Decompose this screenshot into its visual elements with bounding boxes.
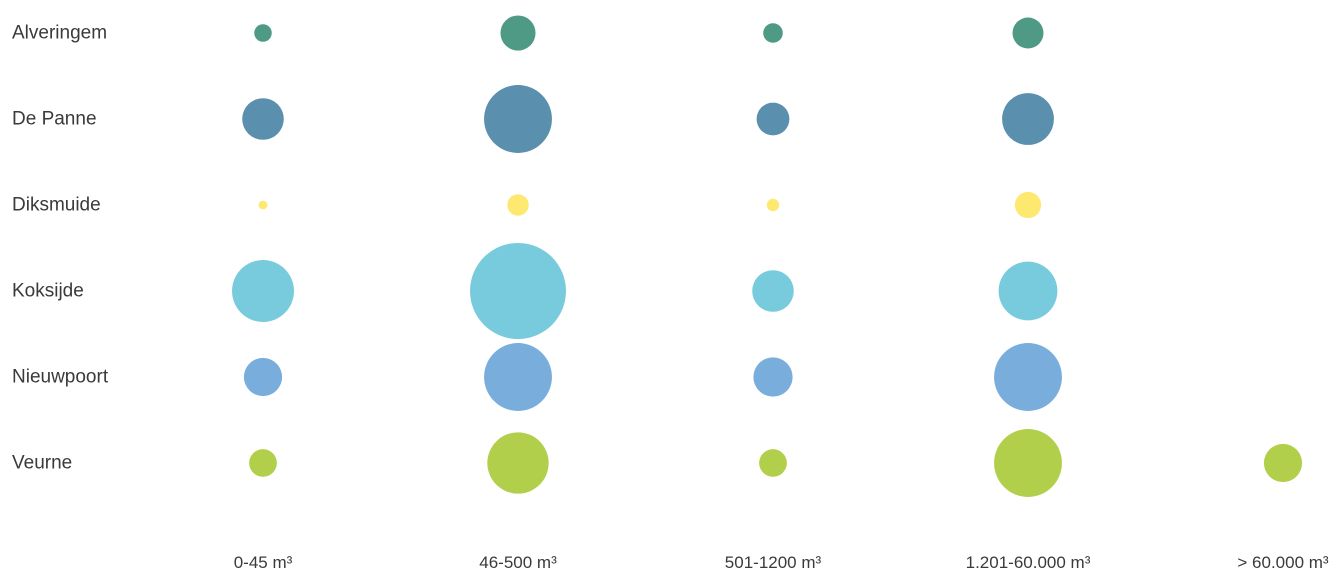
column-label-3: 1.201-60.000 m³ xyxy=(966,553,1091,572)
bubble-koksijde-3[interactable] xyxy=(998,261,1058,321)
row-label-veurne: Veurne xyxy=(12,453,72,474)
bubble-alveringem-3[interactable] xyxy=(1012,17,1044,49)
bubble-diksmuide-0[interactable] xyxy=(258,200,268,210)
bubble-nieuwpoort-1[interactable] xyxy=(484,343,552,411)
column-labels: 0-45 m³ 46-500 m³ 501-1200 m³ 1.201-60.000 … xyxy=(234,553,1329,572)
bubble-alveringem-1[interactable] xyxy=(500,15,536,51)
column-label-1: 46-500 m³ xyxy=(479,553,557,572)
bubble-koksijde-2[interactable] xyxy=(752,270,794,312)
bubble-veurne-0[interactable] xyxy=(249,449,277,477)
bubble-diksmuide-3[interactable] xyxy=(1014,191,1042,219)
row-label-alveringem: Alveringem xyxy=(12,23,107,44)
bubble-diksmuide-1[interactable] xyxy=(507,194,529,216)
bubble-veurne-2[interactable] xyxy=(759,449,787,477)
row-label-de-panne: De Panne xyxy=(12,109,97,130)
bubble-alveringem-2[interactable] xyxy=(763,23,783,43)
bubble-alveringem-0[interactable] xyxy=(254,24,272,42)
column-label-4: > 60.000 m³ xyxy=(1237,553,1329,572)
bubble-de-panne-3[interactable] xyxy=(1002,93,1054,145)
bubble-koksijde-0[interactable] xyxy=(232,260,294,322)
bubble-diksmuide-2[interactable] xyxy=(766,198,780,212)
row-labels: Alveringem De Panne Diksmuide Koksijde Nieuw… xyxy=(12,23,109,474)
bubble-nieuwpoort-2[interactable] xyxy=(753,357,793,397)
row-label-diksmuide: Diksmuide xyxy=(12,195,101,216)
bubbles-layer xyxy=(232,15,1303,497)
row-label-nieuwpoort: Nieuwpoort xyxy=(12,367,109,388)
bubble-nieuwpoort-0[interactable] xyxy=(243,357,283,397)
column-label-2: 501-1200 m³ xyxy=(725,553,822,572)
bubble-de-panne-1[interactable] xyxy=(484,85,552,153)
bubble-veurne-1[interactable] xyxy=(487,432,549,494)
bubble-de-panne-0[interactable] xyxy=(242,98,284,140)
row-label-koksijde: Koksijde xyxy=(12,281,84,302)
bubble-de-panne-2[interactable] xyxy=(756,102,790,136)
bubble-veurne-3[interactable] xyxy=(994,429,1062,497)
bubble-koksijde-1[interactable] xyxy=(470,243,566,339)
bubble-nieuwpoort-3[interactable] xyxy=(994,343,1062,411)
bubble-veurne-4[interactable] xyxy=(1263,443,1303,483)
column-label-0: 0-45 m³ xyxy=(234,553,293,572)
